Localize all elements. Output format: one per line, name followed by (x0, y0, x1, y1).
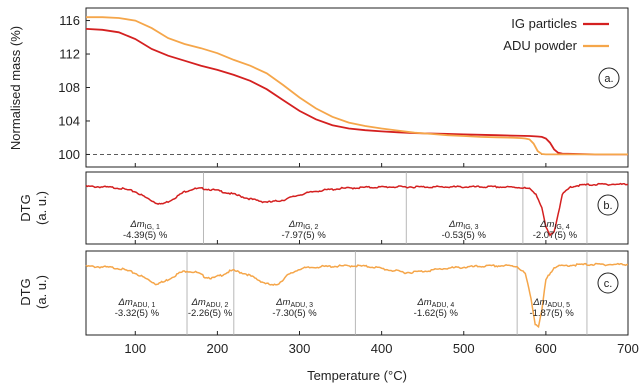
mass-loss-value: -4.39(5) % (123, 230, 168, 241)
mass-loss-subscript: ADU, 4 (432, 302, 455, 309)
series-line-ig (85, 28, 628, 156)
legend-label-ig: IG particles (511, 16, 577, 31)
mass-loss-label: ΔmIG, 1 (129, 219, 160, 231)
x-tick-label: 400 (371, 341, 393, 356)
y-tick-label: 100 (58, 147, 80, 162)
panel-a-tag-circle (598, 67, 620, 89)
panel-b-frame (85, 171, 629, 245)
x-axis-label: Temperature (°C) (307, 368, 407, 383)
mass-loss-symbol: Δm (288, 219, 303, 230)
panel-b-dividers (202, 172, 588, 244)
panel-c-frame (85, 250, 629, 336)
mass-loss-symbol: Δm (539, 219, 554, 230)
panel-a: 100 104 108 112 116 Normalised mass (%) IG p… (8, 7, 629, 168)
mass-loss-label: ΔmIG, 2 (288, 219, 319, 231)
panel-b-ylabel-line2: (a. u.) (34, 191, 49, 225)
legend: IG particles ADU powder (503, 16, 609, 53)
panel-a-series (85, 16, 628, 156)
panel-c-dividers (186, 251, 588, 335)
panel-b-annotations: ΔmIG, 1-4.39(5) %ΔmIG, 2-7.97(5) %ΔmIG, … (123, 219, 578, 241)
mass-loss-label: ΔmIG, 4 (539, 219, 570, 231)
x-tick-label: 200 (207, 341, 229, 356)
series-line-adu (86, 16, 628, 156)
mass-loss-label: ΔmADU, 5 (532, 297, 570, 309)
panel-b-tag-text: b. (603, 200, 612, 212)
panel-b-series (85, 182, 629, 237)
panel-c-tag-circle (597, 272, 619, 294)
panel-c-annotations: ΔmADU, 1-3.32(5) %ΔmADU, 2-2.26(5) %ΔmAD… (115, 297, 575, 319)
panel-a-y-ticks: 100 104 108 112 116 (58, 13, 90, 162)
x-tick-label: 600 (535, 341, 557, 356)
panel-b-tag: b. (597, 194, 619, 216)
panel-c-tag-text: c. (604, 278, 613, 290)
mass-loss-symbol: Δm (129, 219, 144, 230)
mass-loss-symbol: Δm (532, 297, 547, 308)
mass-loss-subscript: IG, 4 (554, 224, 569, 231)
panel-c: ΔmADU, 1-3.32(5) %ΔmADU, 2-2.26(5) %ΔmAD… (18, 250, 629, 336)
mass-loss-subscript: ADU, 2 (206, 302, 229, 309)
y-tick-label: 112 (59, 47, 80, 62)
mass-loss-value: -2.26(5) % (188, 308, 233, 319)
mass-loss-symbol: Δm (275, 297, 290, 308)
x-tick-label: 100 (124, 341, 146, 356)
mass-loss-symbol: Δm (416, 297, 431, 308)
panel-a-frame (85, 7, 629, 168)
mass-loss-label: ΔmADU, 3 (275, 297, 313, 309)
legend-label-adu: ADU powder (503, 38, 577, 53)
y-tick-label: 108 (58, 80, 80, 95)
mass-loss-value: -2.07(5) % (533, 230, 578, 241)
panel-a-tag-text: a. (604, 73, 613, 85)
mass-loss-subscript: IG, 2 (303, 224, 318, 231)
x-tick-label: 300 (289, 341, 311, 356)
panel-c-tag: c. (597, 272, 619, 294)
mass-loss-label: ΔmADU, 4 (416, 297, 454, 309)
mass-loss-symbol: Δm (117, 297, 132, 308)
mass-loss-subscript: IG, 1 (145, 224, 160, 231)
panel-b: ΔmIG, 1-4.39(5) %ΔmIG, 2-7.97(5) %ΔmIG, … (18, 171, 629, 245)
mass-loss-label: ΔmIG, 3 (448, 219, 479, 231)
series-line-ig (85, 182, 629, 237)
x-tick-label: 700 (617, 341, 639, 356)
panel-c-ylabel-line1: DTG (18, 278, 33, 305)
x-tick-label: 500 (453, 341, 475, 356)
panel-b-tag-circle (597, 194, 619, 216)
mass-loss-label: ΔmADU, 2 (191, 297, 229, 309)
mass-loss-value: -7.97(5) % (281, 230, 326, 241)
series-line-adu (85, 262, 629, 329)
mass-loss-symbol: Δm (448, 219, 463, 230)
panel-c-ylabel-line2: (a. u.) (34, 275, 49, 309)
mass-loss-subscript: IG, 3 (463, 224, 478, 231)
mass-loss-subscript: ADU, 1 (133, 302, 156, 309)
y-tick-label: 116 (59, 13, 80, 28)
panel-a-tag: a. (598, 67, 620, 89)
panel-b-ylabel-line1: DTG (18, 194, 33, 221)
x-axis-ticks: 100 200 300 400 500 600 700 (124, 163, 639, 356)
mass-loss-value: -1.87(5) % (529, 308, 574, 319)
mass-loss-symbol: Δm (191, 297, 206, 308)
y-tick-label: 104 (58, 113, 80, 128)
panel-c-series (85, 262, 629, 329)
mass-loss-value: -0.53(5) % (442, 230, 487, 241)
mass-loss-subscript: ADU, 5 (547, 302, 570, 309)
panel-a-ylabel: Normalised mass (%) (8, 26, 23, 150)
mass-loss-subscript: ADU, 3 (290, 302, 313, 309)
mass-loss-value: -7.30(5) % (272, 308, 317, 319)
mass-loss-value: -1.62(5) % (414, 308, 459, 319)
mass-loss-value: -3.32(5) % (115, 308, 160, 319)
mass-loss-label: ΔmADU, 1 (117, 297, 155, 309)
